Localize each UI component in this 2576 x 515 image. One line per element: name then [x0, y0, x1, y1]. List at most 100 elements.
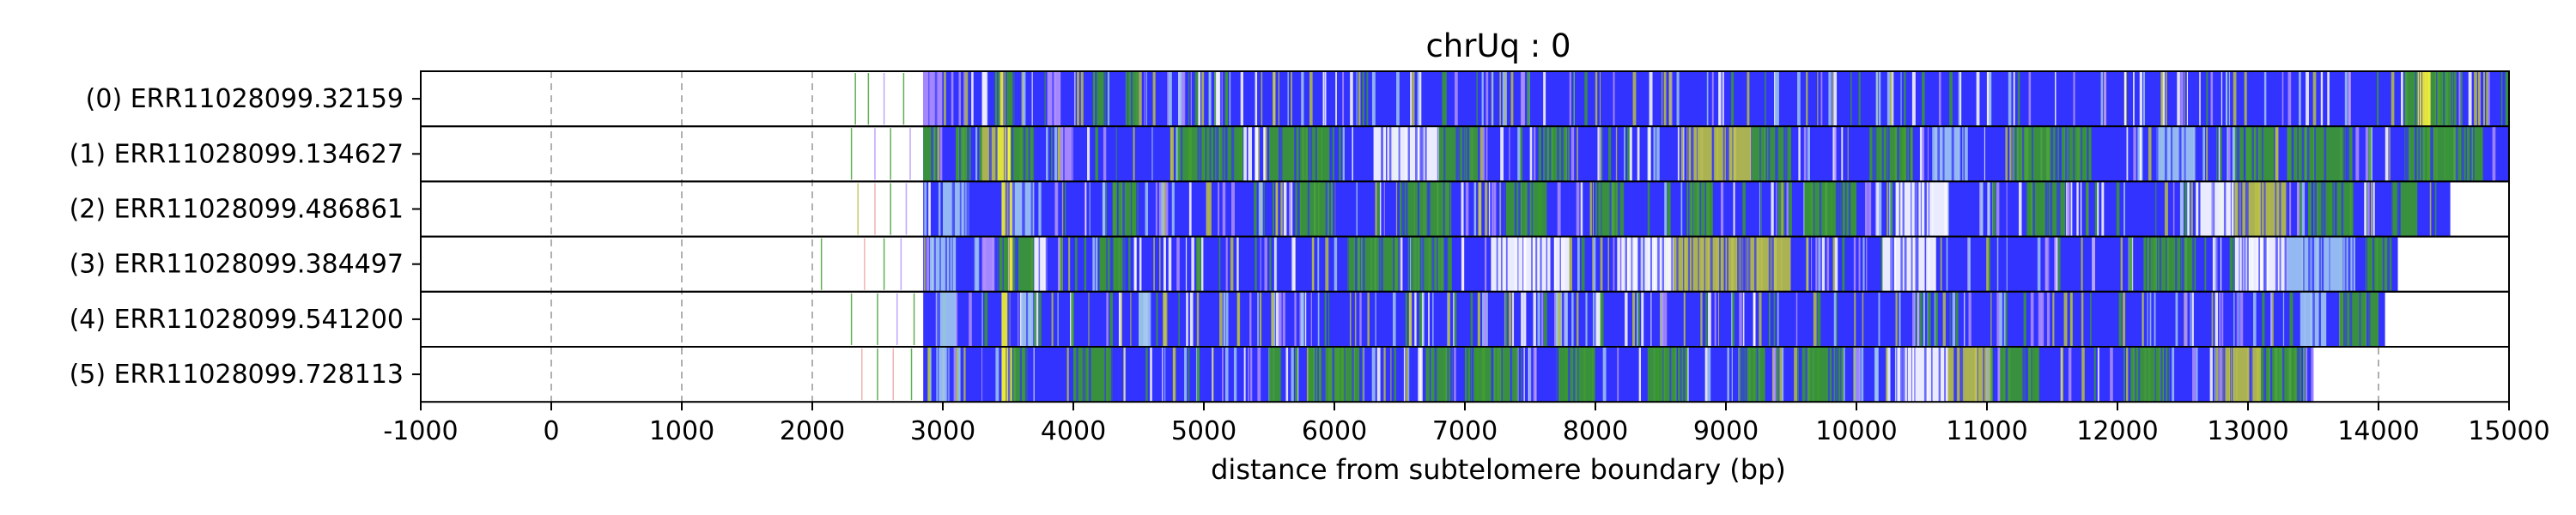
read-segment [1001, 347, 1012, 403]
read-stripe [1753, 291, 1755, 347]
read-stripe [2474, 71, 2477, 127]
segment-streak [1103, 71, 1106, 127]
read-stripe [1478, 181, 1482, 237]
read-stripe [2492, 126, 2496, 182]
read-stripe [1118, 291, 1122, 347]
segment-streak [1325, 181, 1328, 237]
segment-streak [1401, 181, 1404, 237]
segment-streak [2279, 236, 2281, 292]
read-segment [936, 347, 950, 403]
read-segment [2287, 126, 2353, 182]
segment-streak [2421, 126, 2423, 182]
segment-streak [2270, 347, 2272, 403]
read-stripe [1789, 181, 1791, 237]
read-stripe [1759, 291, 1762, 347]
segment-streak [1848, 181, 1851, 237]
read-stripe [1102, 181, 1105, 237]
read-stripe [2172, 181, 2175, 237]
read-stripe [1806, 71, 1808, 127]
segment-streak [1450, 181, 1454, 237]
read-label: (2) ERR11028099.486861 [70, 195, 404, 225]
read-stripe [2477, 71, 2481, 127]
segment-streak [2263, 236, 2265, 292]
segment-streak [1428, 181, 1431, 237]
read-segment [981, 236, 998, 292]
read-stripe [1875, 347, 1879, 403]
read-stripe [2385, 126, 2389, 182]
read-stripe [1677, 126, 1680, 182]
read-stripe [1476, 71, 1478, 127]
read-stripe [2067, 181, 2070, 237]
read-stripe [1988, 181, 1990, 237]
read-stripe [1372, 347, 1376, 403]
read-stripe [1781, 181, 1783, 237]
segment-streak [1680, 347, 1682, 403]
read-stripe [1139, 236, 1142, 292]
read-stripe [1592, 236, 1594, 292]
read-stripe [2066, 181, 2069, 237]
segment-streak [2135, 347, 2136, 403]
segment-streak [2473, 126, 2475, 182]
read-stripe [2377, 71, 2379, 127]
read-stripe [955, 347, 958, 403]
segment-streak [1122, 236, 1125, 292]
segment-streak [1222, 126, 1225, 182]
read-stripe [2184, 71, 2185, 127]
read-stripe [2468, 71, 2472, 127]
read-stripe [1139, 71, 1142, 127]
segment-streak [1676, 236, 1679, 292]
segment-streak [1443, 181, 1445, 237]
read-stripe [1291, 347, 1294, 403]
read-stripe [1773, 347, 1777, 403]
segment-streak [1887, 126, 1890, 182]
read-stripe [2221, 71, 2223, 127]
read-stripe [2184, 181, 2187, 237]
read-row [420, 346, 2510, 403]
read-stripe [1105, 181, 1107, 237]
segment-streak [2453, 71, 2455, 127]
segment-streak [1011, 126, 1014, 182]
read-stripe [1934, 236, 1936, 292]
read-segment [1504, 181, 1544, 237]
read-stripe [1592, 181, 1594, 237]
read-stripe [1592, 291, 1595, 347]
segment-streak [2156, 126, 2159, 182]
segment-streak [1012, 181, 1015, 237]
segment-streak [2312, 236, 2314, 292]
segment-streak [1732, 126, 1734, 182]
read-stripe [1782, 347, 1784, 403]
read-stripe [1537, 291, 1540, 347]
segment-streak [1298, 126, 1301, 182]
read-stripe [2086, 181, 2089, 237]
segment-streak [1363, 236, 1365, 292]
segment-streak [1197, 126, 1200, 182]
segment-streak [2324, 126, 2327, 182]
segment-streak [1007, 181, 1010, 237]
read-stripe [1158, 181, 1161, 237]
segment-streak [2058, 181, 2061, 237]
segment-streak [1007, 347, 1011, 403]
segment-streak [1718, 236, 1721, 292]
read-stripe [2303, 347, 2306, 403]
read-stripe [2068, 347, 2072, 403]
read-stripe [1254, 181, 1257, 237]
segment-streak [1388, 126, 1392, 182]
read-stripe [1310, 291, 1312, 347]
segment-streak [2314, 126, 2317, 182]
read-stripe [1249, 126, 1252, 182]
read-stripe [1886, 347, 1888, 403]
read-stripe [1932, 126, 1936, 182]
segment-streak [1130, 181, 1133, 237]
read-stripe [1485, 181, 1488, 237]
read-stripe [2165, 71, 2167, 127]
read-stripe [2282, 291, 2285, 347]
read-stripe [1962, 126, 1964, 182]
segment-streak [1914, 347, 1916, 403]
read-stripe [1517, 126, 1521, 182]
read-stripe [1708, 291, 1711, 347]
segment-streak [997, 236, 999, 292]
read-stripe [1832, 236, 1836, 292]
read-stripe [1356, 181, 1358, 237]
segment-streak [1334, 181, 1336, 237]
read-stripe [2154, 291, 2156, 347]
